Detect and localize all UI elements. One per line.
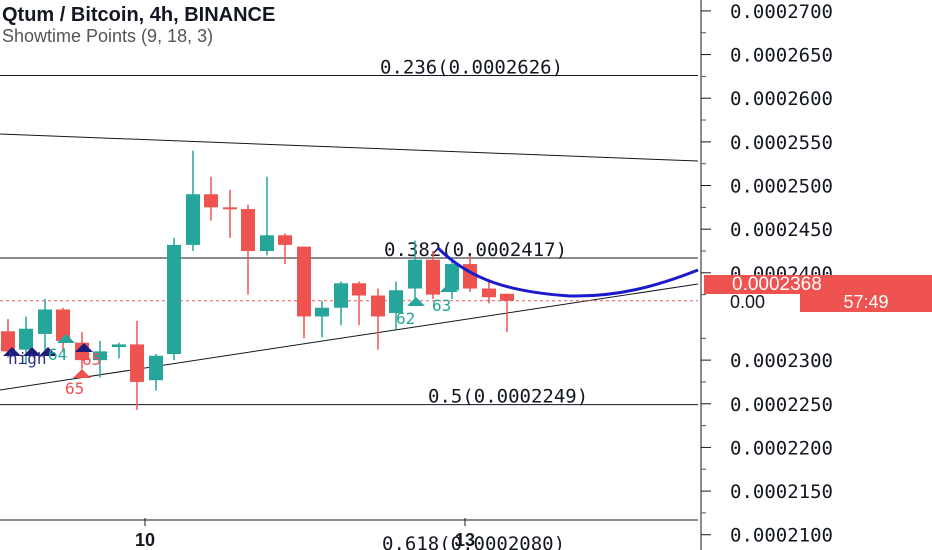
marker-up-icon — [3, 347, 21, 356]
candle-body — [352, 283, 366, 296]
candle-body — [297, 246, 311, 317]
price-axis-label: 0.0002450 — [730, 219, 833, 241]
candle-body — [112, 344, 126, 348]
upper-trendline — [0, 133, 699, 162]
candle-body — [93, 351, 107, 361]
candle-body — [500, 293, 514, 301]
fib-level-label: 0.382(0.0002417) — [384, 239, 567, 261]
time-axis-label: 10 — [135, 530, 155, 550]
marker-label: 62 — [396, 309, 415, 328]
candle-body — [167, 244, 181, 355]
time-axis-label: 13 — [455, 530, 475, 550]
indicator-label: Showtime Points (9, 18, 3) — [2, 26, 214, 46]
candle-body — [315, 307, 329, 317]
marker-up-icon — [75, 343, 93, 352]
candle-body — [389, 290, 403, 313]
price-axis-label: 0.0002700 — [730, 1, 833, 23]
candle-body — [38, 309, 52, 334]
candle-body — [482, 288, 496, 298]
candle-body — [1, 331, 15, 352]
price-axis-label: 0.0002650 — [730, 45, 833, 67]
lower-trendline — [0, 283, 699, 391]
candle-body — [408, 259, 422, 289]
candle-body — [334, 283, 348, 308]
marker-up-icon — [440, 283, 458, 292]
marker-label: high — [8, 349, 47, 368]
price-axis-label: 0.0002500 — [730, 176, 833, 198]
price-axis-label: 0.0002600 — [730, 88, 833, 110]
price-axis-label: 0.0002250 — [730, 394, 833, 416]
projection-curve — [436, 246, 699, 298]
marker-label: 65 — [82, 350, 101, 369]
fib-level-label: 0.5(0.0002249) — [428, 386, 588, 408]
marker-up-icon — [39, 347, 57, 356]
marker-up-icon — [23, 347, 41, 356]
candle-body — [149, 355, 163, 381]
price-axis-label: 0.0002550 — [730, 132, 833, 154]
fib-level-label: 0.236(0.0002626) — [380, 57, 563, 79]
candle-body — [278, 235, 292, 245]
marker-up-icon — [407, 297, 425, 306]
candle-body — [241, 209, 255, 251]
marker-up-icon — [57, 334, 75, 343]
marker-label: 64 — [48, 345, 67, 364]
marker-label: 65 — [65, 379, 84, 398]
candle-body — [426, 259, 440, 295]
candle-body — [56, 309, 70, 341]
candle-body — [371, 295, 385, 317]
price-axis-label: 0.0002150 — [730, 481, 833, 503]
candle-body — [223, 207, 237, 210]
fib-level-label: 0.618(0.0002080) — [382, 533, 565, 550]
chart-title: Qtum / Bitcoin, 4h, BINANCE — [2, 4, 276, 26]
marker-down-icon — [73, 369, 91, 378]
candle-body — [186, 194, 200, 245]
marker-label: 63 — [432, 296, 451, 315]
price-axis-partial-label: 0.00 — [730, 292, 766, 312]
candle-body — [204, 194, 218, 208]
candle-body — [260, 235, 274, 251]
price-axis-label: 0.0002200 — [730, 437, 833, 459]
bar-countdown: 57:49 — [800, 293, 932, 312]
price-axis-label: 0.0002100 — [730, 525, 833, 547]
candle-body — [19, 328, 33, 350]
current-price-tag: 0.0002368 — [704, 275, 932, 294]
candle-body — [130, 344, 144, 382]
price-axis-label: 0.0002300 — [730, 350, 833, 372]
